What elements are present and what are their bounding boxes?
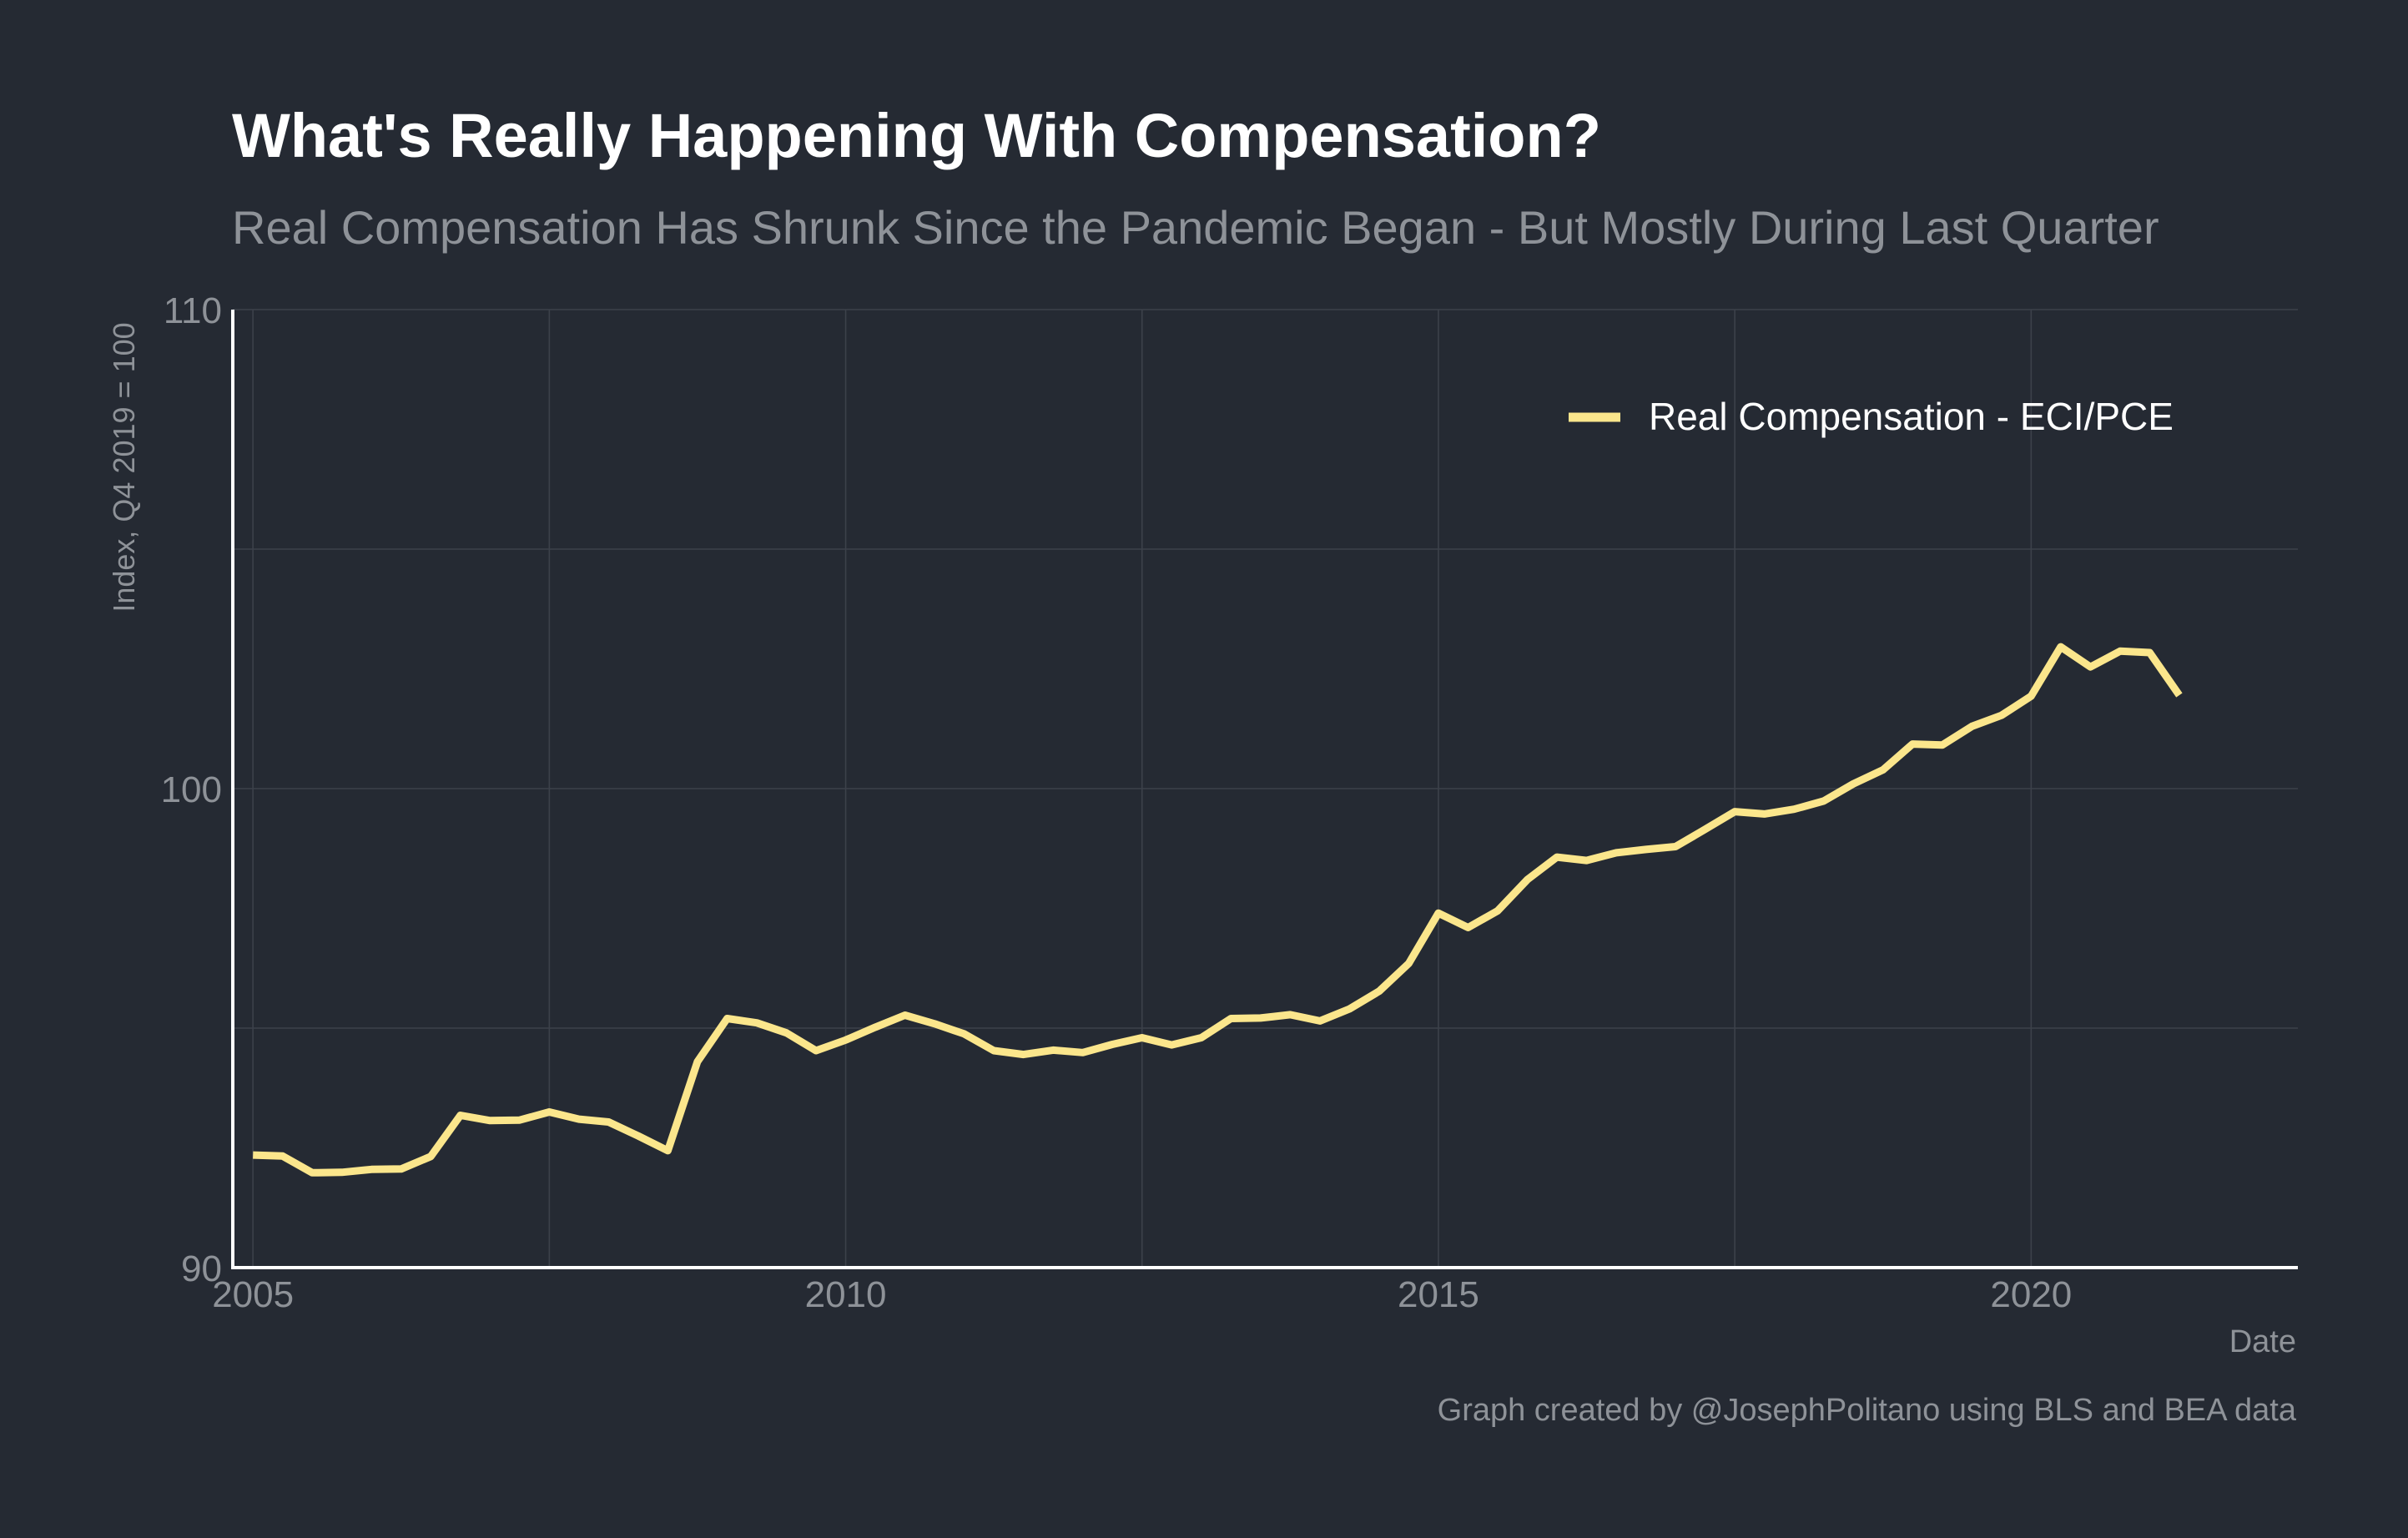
y-axis-label: Index, Q4 2019 = 100 <box>107 322 141 612</box>
x-tick-label: 2010 <box>805 1274 887 1315</box>
x-tick-label: 2015 <box>1398 1274 1479 1315</box>
chart-subtitle: Real Compensation Has Shrunk Since the P… <box>232 201 2159 254</box>
x-axis-label: Date <box>2229 1324 2296 1359</box>
legend-label: Real Compensation - ECI/PCE <box>1649 395 2174 438</box>
series-line <box>253 643 2183 1177</box>
y-tick-label: 110 <box>164 290 222 331</box>
gridlines <box>233 309 2298 1268</box>
series-lines <box>253 643 2183 1177</box>
x-tick-label: 2005 <box>212 1274 294 1315</box>
legend: Real Compensation - ECI/PCE <box>1569 395 2174 438</box>
chart-title: What's Really Happening With Compensatio… <box>232 101 1601 170</box>
x-tick-label: 2020 <box>1990 1274 2072 1315</box>
chart-caption: Graph created by @JosephPolitano using B… <box>1438 1393 2297 1428</box>
y-tick-label: 100 <box>161 769 222 810</box>
x-tick-labels: 2005 2010 2015 2020 <box>212 1274 2072 1315</box>
y-tick-label: 90 <box>181 1248 222 1289</box>
axes <box>231 310 2298 1269</box>
y-tick-labels: 90 100 110 <box>161 290 222 1289</box>
